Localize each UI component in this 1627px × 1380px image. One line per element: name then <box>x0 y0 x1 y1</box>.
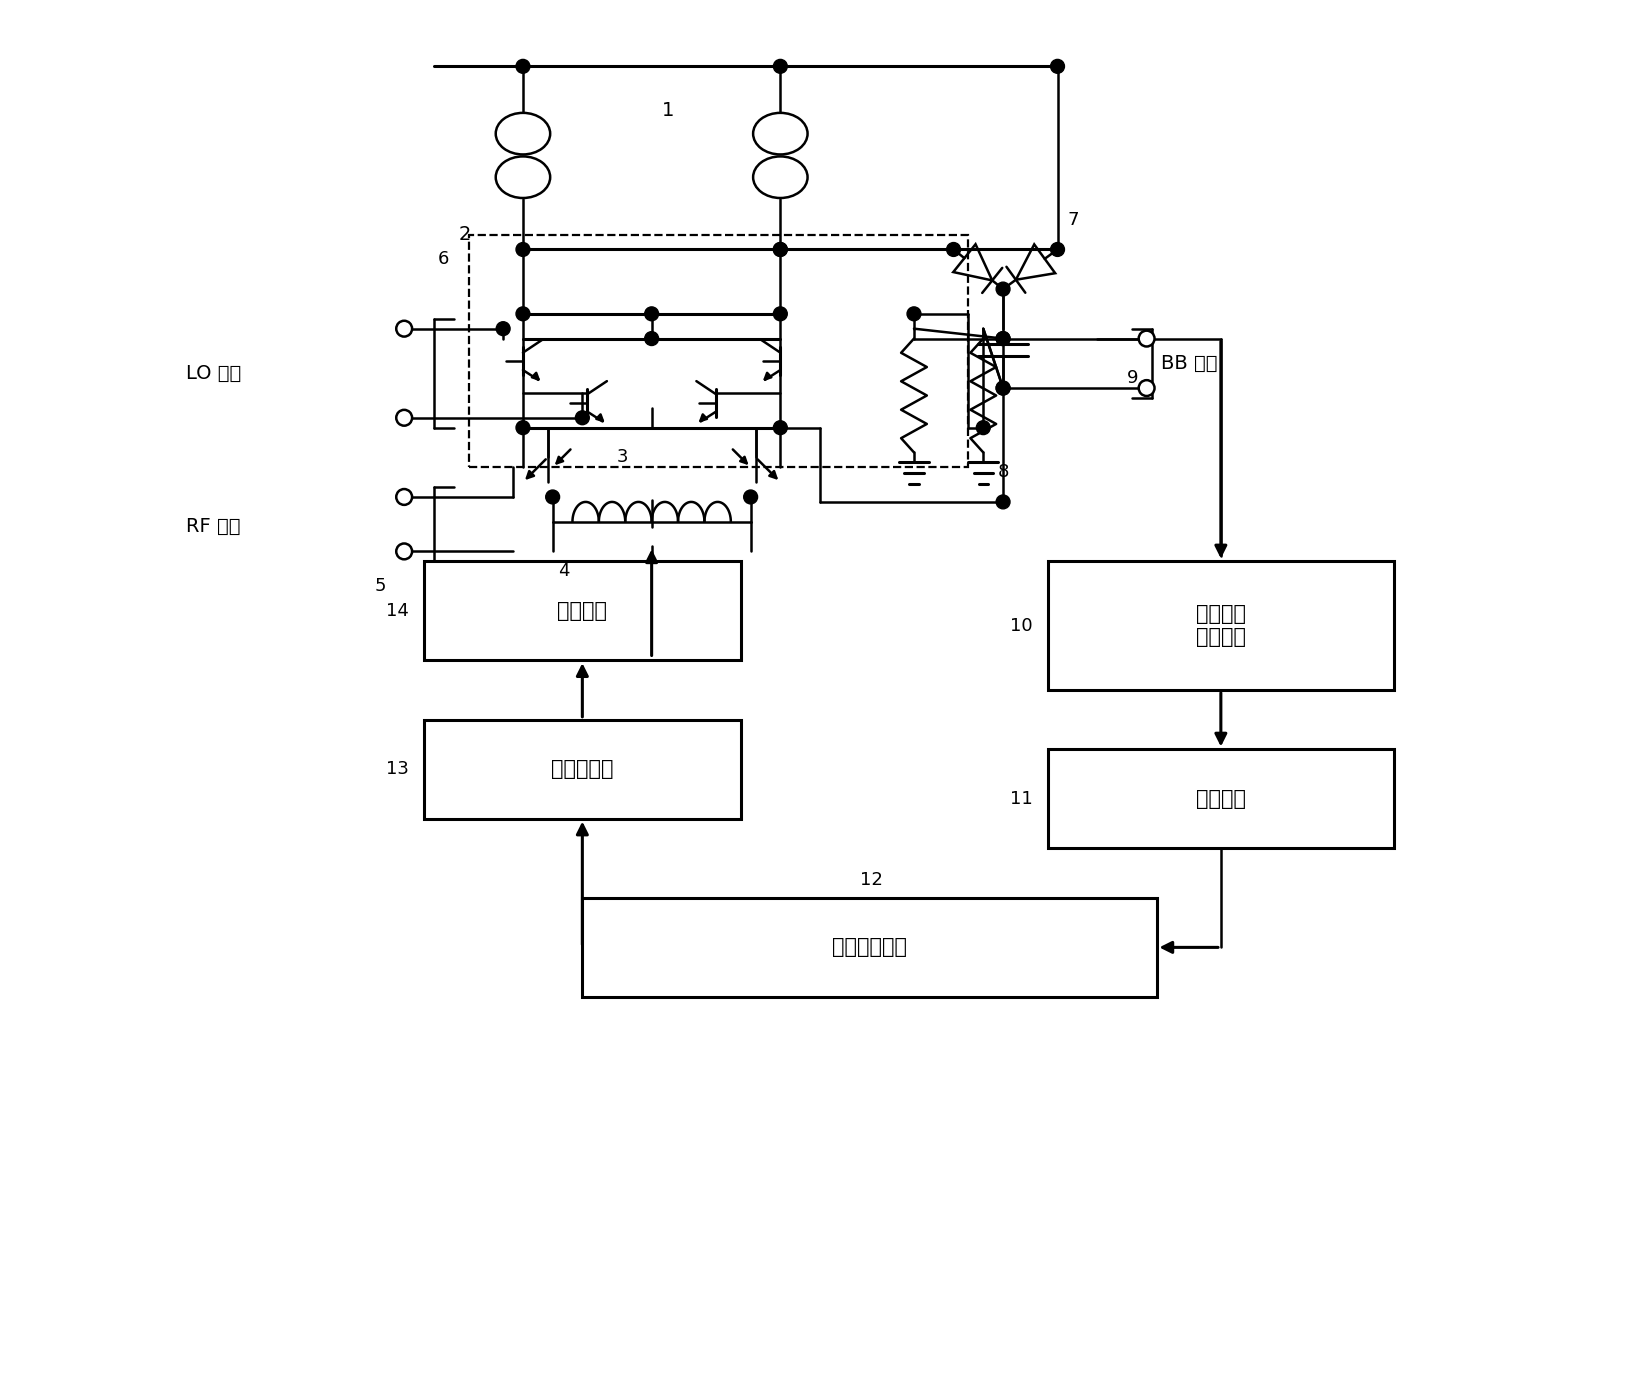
Text: 14: 14 <box>386 602 408 620</box>
Circle shape <box>773 243 787 257</box>
Circle shape <box>996 381 1010 395</box>
Text: 1: 1 <box>662 101 674 120</box>
Circle shape <box>773 243 787 257</box>
Bar <box>1048 749 1394 849</box>
Text: 12: 12 <box>859 871 882 889</box>
Circle shape <box>773 306 787 320</box>
Circle shape <box>773 421 787 435</box>
Circle shape <box>496 322 511 335</box>
Circle shape <box>773 59 787 73</box>
Text: 限幅器电路: 限幅器电路 <box>552 759 613 780</box>
Circle shape <box>397 544 412 559</box>
Text: 偏置电路: 偏置电路 <box>558 600 607 621</box>
Circle shape <box>1139 380 1155 396</box>
Circle shape <box>1051 243 1064 257</box>
Circle shape <box>996 495 1010 509</box>
Circle shape <box>516 421 530 435</box>
Circle shape <box>397 410 412 425</box>
Text: 2: 2 <box>459 225 470 244</box>
Text: 5: 5 <box>374 577 386 595</box>
Circle shape <box>516 306 530 320</box>
Circle shape <box>906 306 921 320</box>
Circle shape <box>516 243 530 257</box>
Text: 滤波电路: 滤波电路 <box>1196 789 1246 809</box>
Text: 11: 11 <box>1010 789 1033 807</box>
Circle shape <box>576 411 589 425</box>
Circle shape <box>976 421 991 435</box>
Text: 8: 8 <box>997 464 1009 482</box>
Circle shape <box>397 489 412 505</box>
Bar <box>1048 562 1394 690</box>
Circle shape <box>744 490 758 504</box>
Text: LO 信号: LO 信号 <box>187 364 242 382</box>
Text: 4: 4 <box>558 562 569 580</box>
Circle shape <box>644 331 659 345</box>
Text: 9: 9 <box>1128 370 1139 388</box>
Bar <box>425 562 740 660</box>
Circle shape <box>1139 331 1155 346</box>
Text: 3: 3 <box>617 448 628 466</box>
Circle shape <box>545 490 560 504</box>
Circle shape <box>516 59 530 73</box>
Text: BB 输出: BB 输出 <box>1162 353 1219 373</box>
Circle shape <box>644 306 659 320</box>
Text: RF 输入: RF 输入 <box>187 518 241 537</box>
Text: 13: 13 <box>386 760 408 778</box>
Circle shape <box>996 331 1010 345</box>
Bar <box>425 720 740 818</box>
Text: 参考比较电路: 参考比较电路 <box>831 937 906 958</box>
Bar <box>582 898 1157 996</box>
Circle shape <box>947 243 960 257</box>
Circle shape <box>1051 59 1064 73</box>
Text: 10: 10 <box>1010 617 1033 635</box>
Circle shape <box>996 381 1010 395</box>
Circle shape <box>397 320 412 337</box>
Text: 6: 6 <box>438 250 449 268</box>
Circle shape <box>996 331 1010 345</box>
Text: 7: 7 <box>1067 211 1079 229</box>
Bar <box>469 235 968 468</box>
Circle shape <box>996 282 1010 295</box>
Text: 平均电平
检测电路: 平均电平 检测电路 <box>1196 604 1246 647</box>
